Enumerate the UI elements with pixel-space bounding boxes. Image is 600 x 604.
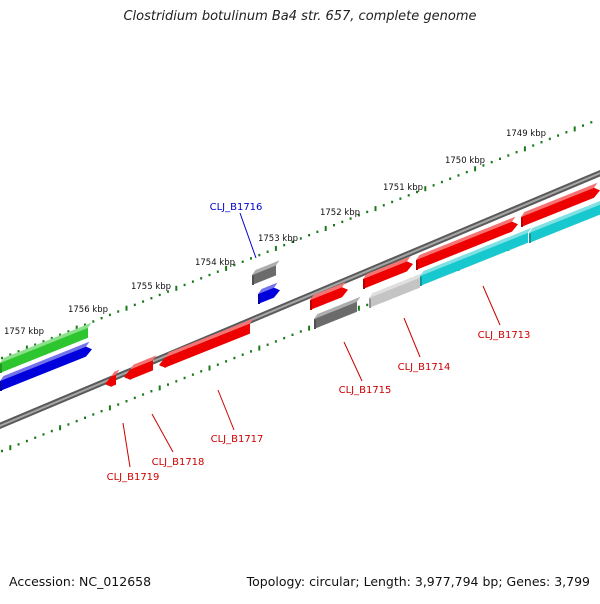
gene-cyan-2-top: [529, 201, 600, 233]
gene-red-1-top: [310, 282, 346, 300]
gene-blue-b1716-side: [258, 294, 260, 304]
gene-b1717: [159, 323, 250, 368]
scale-label: 1752 kbp: [320, 208, 360, 218]
scale-label: 1757 kbp: [4, 327, 44, 337]
gene-green-side: [0, 363, 2, 373]
gene-cyan-2-side: [529, 233, 531, 243]
scale-label: 1756 kbp: [68, 305, 108, 315]
gene-label: CLJ_B1713: [478, 330, 531, 341]
gene-red-4: [521, 187, 600, 227]
gene-cyan-1: [420, 232, 528, 286]
gene-blue-left-side: [0, 381, 2, 391]
gene-blue-b1716: [258, 287, 280, 304]
gene-b1719-top: [111, 369, 120, 377]
gene-lightgray: [369, 277, 420, 308]
scale-label: 1749 kbp: [506, 129, 546, 139]
gene-red-1: [310, 287, 348, 310]
scale-label: 1753 kbp: [258, 234, 298, 244]
gene-label-leader: [343, 341, 363, 382]
backbone-highlight: [0, 172, 600, 427]
topology-text: Topology: circular; Length: 3,977,794 bp…: [246, 574, 590, 589]
scale-label: 1751 kbp: [383, 183, 423, 193]
gene-label: CLJ_B1718: [152, 457, 205, 468]
gene-label-leader: [482, 285, 501, 326]
scale-label: 1754 kbp: [195, 258, 235, 268]
gene-label-leader: [239, 212, 257, 259]
gene-label-leader: [403, 317, 421, 358]
scale-label: 1755 kbp: [131, 282, 171, 292]
gene-label-leader: [151, 413, 174, 453]
gene-red-3-top: [416, 216, 516, 260]
gene-label: CLJ_B1714: [398, 362, 451, 373]
gene-gray-upper: [252, 265, 276, 285]
gene-label: CLJ_B1719: [107, 472, 160, 483]
gene-blue-left-top: [0, 341, 90, 381]
gene-label: CLJ_B1717: [211, 434, 264, 445]
gene-red-2-side: [363, 279, 365, 289]
gene-cyan-1-side: [420, 276, 422, 286]
gene-b1718: [124, 360, 153, 380]
gene-cyan-2: [529, 204, 600, 243]
gene-green-top: [0, 322, 92, 363]
gene-b1718-top: [130, 355, 157, 370]
gene-blue-b1716-top: [258, 282, 278, 294]
gene-red-2: [363, 261, 413, 289]
map-title: Clostridium botulinum Ba4 str. 657, comp…: [123, 9, 477, 24]
gene-gray-lower-side: [314, 319, 316, 329]
gene-blue-left: [0, 346, 92, 391]
gene-red-4-top: [521, 182, 598, 217]
scale-label: 1750 kbp: [445, 156, 485, 166]
gene-label: CLJ_B1716: [210, 202, 263, 213]
gene-cyan-1-top: [420, 227, 532, 276]
gene-red-4-side: [521, 217, 523, 227]
gene-green: [0, 327, 88, 373]
gene-b1719: [105, 374, 116, 387]
gene-gray-lower: [314, 301, 357, 329]
accession-text: Accession: NC_012658: [9, 574, 152, 589]
gene-lightgray-top: [369, 272, 424, 298]
gene-label: CLJ_B1715: [339, 385, 392, 396]
gene-gray-lower-top: [314, 296, 361, 319]
gene-red-3-side: [416, 260, 418, 270]
gene-lightgray-side: [369, 298, 371, 308]
gene-red-2-top: [363, 256, 411, 279]
gene-b1717-top: [165, 318, 254, 358]
gene-red-3: [416, 221, 518, 270]
gene-label-leader: [217, 389, 235, 431]
gene-gray-upper-top: [252, 260, 280, 275]
gene-gray-upper-side: [252, 275, 254, 285]
gene-red-1-side: [310, 300, 312, 310]
gene-label-leader: [122, 422, 131, 468]
